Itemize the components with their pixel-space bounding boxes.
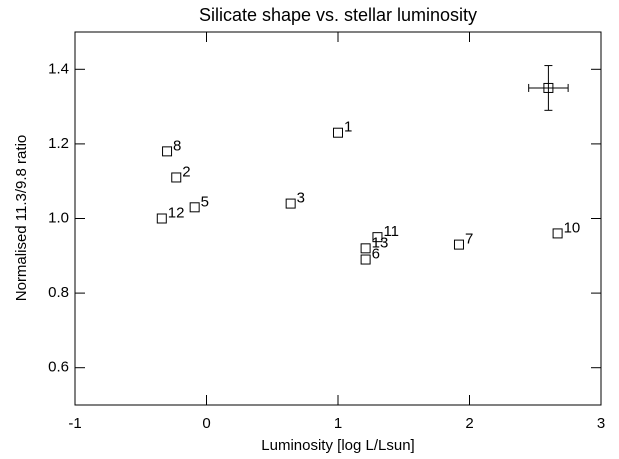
point-label: 8 <box>173 137 181 154</box>
point <box>453 239 464 250</box>
point-label: 12 <box>168 204 185 221</box>
point <box>360 254 371 265</box>
x-tick-label: -1 <box>68 415 81 432</box>
point-label: 1 <box>344 119 352 136</box>
point-label: 7 <box>465 231 473 248</box>
point <box>162 146 173 157</box>
x-tick-label: 0 <box>202 415 210 432</box>
point <box>360 243 371 254</box>
point <box>171 172 182 183</box>
point <box>285 198 296 209</box>
point-label: 6 <box>372 245 380 262</box>
y-tick-label: 1.0 <box>48 209 69 226</box>
plot-frame <box>74 31 602 406</box>
point-label: 11 <box>383 223 399 240</box>
x-axis-label: Luminosity [log L/Lsun] <box>261 437 414 454</box>
point-label: 5 <box>201 193 209 210</box>
y-tick-label: 0.6 <box>48 359 69 376</box>
x-tick-label: 2 <box>465 415 473 432</box>
point <box>189 202 200 213</box>
point-label: 2 <box>182 163 190 180</box>
y-axis-label: Normalised 11.3/9.8 ratio <box>13 135 30 301</box>
point <box>333 127 343 138</box>
point <box>552 228 563 239</box>
x-tick-label: 1 <box>334 415 342 432</box>
y-tick-label: 1.2 <box>48 135 69 152</box>
y-tick-label: 1.4 <box>48 60 69 77</box>
point-label: 3 <box>297 190 305 207</box>
point <box>156 213 167 224</box>
point <box>372 232 383 243</box>
chart-title: Silicate shape vs. stellar luminosity <box>199 5 477 25</box>
x-tick-label: 3 <box>597 415 605 432</box>
point-label: 10 <box>564 219 581 236</box>
point-label: 13 <box>372 234 389 251</box>
y-tick-label: 0.8 <box>48 284 69 301</box>
